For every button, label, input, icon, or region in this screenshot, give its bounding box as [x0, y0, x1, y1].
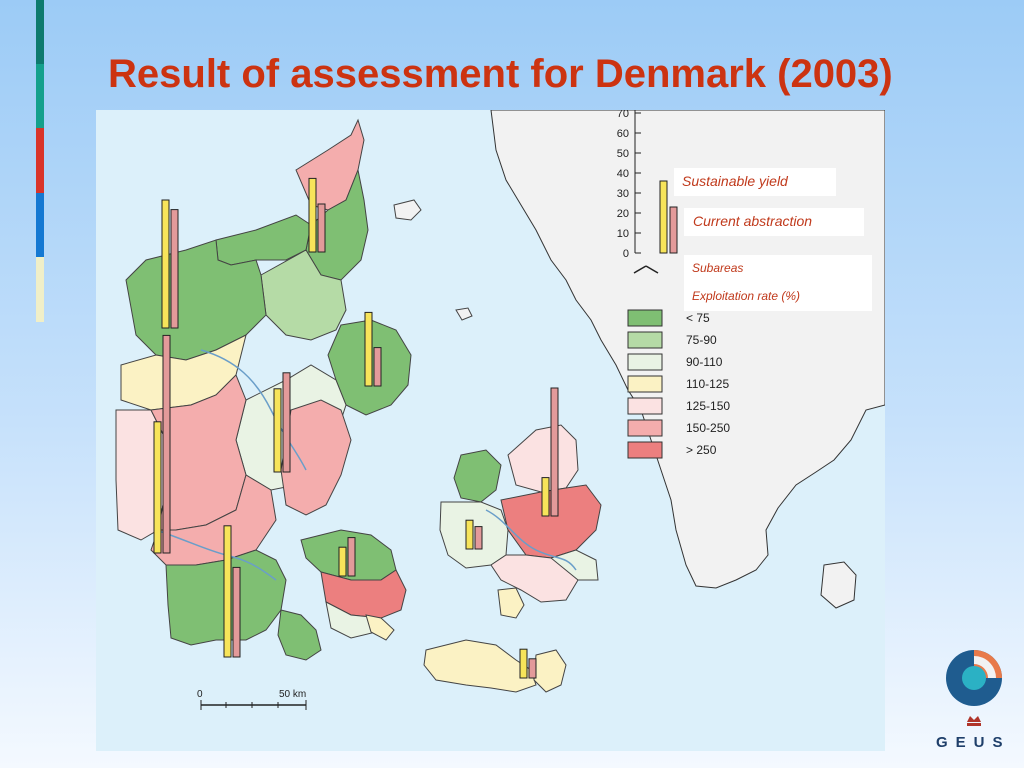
- current-abstraction-bar: [474, 526, 483, 550]
- rate-class-swatch: [627, 419, 663, 437]
- rate-class-swatch: [627, 397, 663, 415]
- subareas-label-box: Subareas Exploitation rate (%): [684, 255, 872, 311]
- current-abstraction-bar: [528, 658, 537, 679]
- accent-segment: [36, 128, 44, 193]
- sustainable-yield-bar: [364, 311, 373, 387]
- sustainable-yield-bar: [338, 546, 347, 577]
- legend-pointer-right: [645, 265, 659, 274]
- rate-class-label: 150-250: [686, 421, 730, 435]
- rate-class-swatch: [627, 309, 663, 327]
- sustainable-yield-bar: [223, 525, 232, 658]
- region-als: [277, 609, 322, 661]
- legend-pointer-left: [633, 265, 647, 274]
- current-abstraction-bar: [373, 347, 382, 387]
- region-falster: [533, 649, 567, 693]
- current-abstraction-bar: [232, 566, 241, 658]
- bornholm-outline: [820, 561, 857, 609]
- current-abstraction-bar: [170, 209, 179, 329]
- sustainable-yield-bar: [161, 199, 170, 329]
- current-abstraction-bar: [317, 203, 326, 253]
- sustainable-yield-bar: [519, 648, 528, 679]
- axis-tick-label: 0: [623, 248, 629, 260]
- legend-sustainable-yield-bar: [659, 180, 668, 254]
- sustainable-yield-bar: [308, 177, 317, 253]
- rate-class-label: 90-110: [686, 355, 723, 369]
- axis-tick-label: 10: [617, 228, 629, 240]
- abstraction-bars: [153, 177, 559, 679]
- region-odsherred: [453, 449, 502, 503]
- island-anholt: [455, 307, 473, 321]
- legend-axis: 70 60 50 40 30 20 10 0: [617, 110, 641, 260]
- accent-segment: [36, 0, 44, 64]
- accent-segment: [36, 64, 44, 128]
- denmark-map: 0 50 km 70 60 50 40 30 20 10 0 < 75 75-90 90-110 1…: [96, 110, 885, 751]
- rate-class-label: 75-90: [686, 333, 717, 347]
- rate-class-label: 110-125: [686, 377, 729, 391]
- region-north-zealand: [507, 424, 579, 493]
- rate-class-swatch: [627, 353, 663, 371]
- current-abstraction-bar: [347, 537, 356, 577]
- map-panel: 0 50 km 70 60 50 40 30 20 10 0 < 75 75-90 90-110 1…: [96, 110, 885, 751]
- region-moen: [497, 587, 525, 619]
- rate-class-swatch: [627, 331, 663, 349]
- river-gudenaa: [200, 349, 307, 471]
- region-lolland: [423, 639, 537, 693]
- region-stevns: [549, 549, 599, 581]
- region-langeland: [365, 614, 395, 641]
- exploitation-rate-legend: < 75 75-90 90-110 110-125 125-150 150-250 > 25…: [627, 309, 730, 459]
- current-abstraction-label-box: Current abstraction: [684, 208, 864, 236]
- slide-title: Result of assessment for Denmark (2003): [108, 52, 893, 96]
- island-samsoe: [393, 199, 422, 221]
- current-abstraction-bar: [282, 372, 291, 473]
- axis-tick-label: 50: [617, 148, 629, 160]
- sustainable-yield-bar: [273, 388, 282, 473]
- legend-demo-bars: [659, 180, 678, 254]
- axis-tick-label: 20: [617, 208, 629, 220]
- axis-tick-label: 60: [617, 128, 629, 140]
- axis-tick-label: 40: [617, 168, 629, 180]
- geus-logo: GEUS: [930, 644, 1020, 754]
- accent-segment: [36, 193, 44, 257]
- geus-logo-text: GEUS: [936, 734, 1011, 751]
- rate-class-swatch: [627, 441, 663, 459]
- axis-tick-label: 30: [617, 188, 629, 200]
- sustainable-yield-label: Sustainable yield: [682, 173, 788, 189]
- sustainable-yield-bar: [153, 421, 162, 554]
- rate-class-label: > 250: [686, 443, 717, 457]
- sustainable-yield-bar: [541, 477, 550, 517]
- current-abstraction-label: Current abstraction: [693, 213, 813, 229]
- exploitation-rate-label: Exploitation rate (%): [692, 289, 801, 303]
- rate-class-label: 125-150: [686, 399, 730, 413]
- river-zealand: [485, 509, 577, 571]
- rate-class-swatch: [627, 375, 663, 393]
- sustainable-yield-label-box: Sustainable yield: [674, 168, 836, 196]
- geus-emblem-icon: [946, 650, 1002, 726]
- current-abstraction-bar: [162, 334, 171, 554]
- scale-end-label: 50 km: [279, 689, 306, 700]
- rate-class-label: < 75: [686, 311, 710, 325]
- axis-tick-label: 70: [617, 110, 629, 120]
- current-abstraction-bar: [550, 387, 559, 517]
- scale-start-label: 0: [197, 689, 203, 700]
- accent-bar: [36, 0, 44, 322]
- legend-current-abstraction-bar: [669, 206, 678, 254]
- sustainable-yield-bar: [465, 519, 474, 550]
- subareas-label: Subareas: [692, 261, 744, 275]
- region-himmerland: [260, 249, 347, 341]
- accent-segment: [36, 257, 44, 322]
